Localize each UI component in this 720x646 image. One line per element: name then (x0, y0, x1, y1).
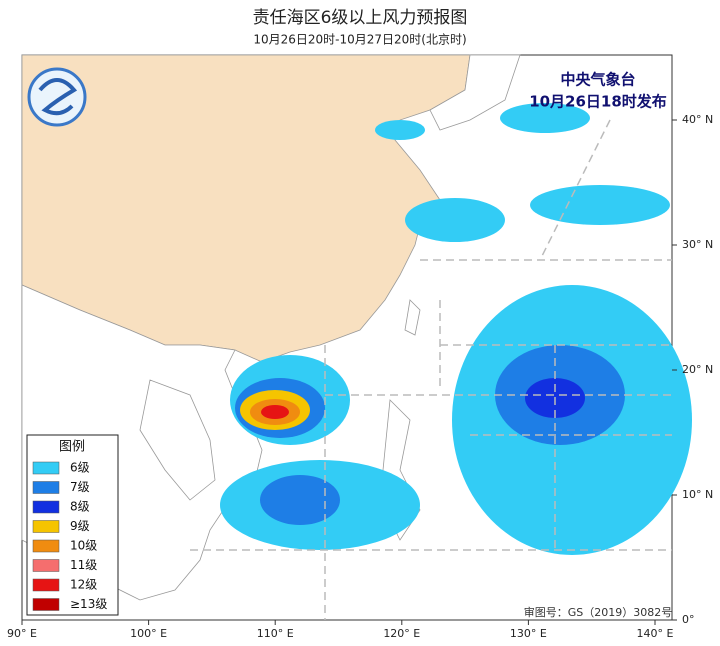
lat-label: 0° (682, 613, 695, 626)
lat-label: 40° N (682, 113, 713, 126)
legend-label: 8级 (70, 500, 90, 514)
lon-label: 140° E (637, 627, 674, 640)
legend-swatch (32, 461, 60, 475)
legend: 图例 6级 7级 8级 9级 10级 11级 12级 ≥13级 (26, 434, 119, 616)
issue-time: 10月26日18时发布 (529, 93, 667, 111)
legend-label: 10级 (70, 539, 97, 553)
legend-swatch (32, 578, 60, 592)
legend-swatch (32, 520, 60, 533)
wind-areas (220, 103, 692, 555)
legend-label: ≥13级 (70, 597, 107, 611)
legend-label: 7级 (70, 480, 90, 494)
lon-label: 100° E (130, 627, 167, 640)
legend-swatch (32, 500, 60, 514)
legend-swatch (32, 559, 60, 572)
legend-label: 6级 (70, 461, 90, 475)
lat-label: 10° N (682, 488, 713, 501)
lat-label: 20° N (682, 363, 713, 376)
subtitle: 10月26日20时-10月27日20时(北京时) (253, 33, 466, 47)
lon-label: 120° E (383, 627, 420, 640)
review-number: 审图号：GS（2019）3082号 (524, 605, 673, 619)
legend-swatch (32, 598, 60, 611)
agency-name: 中央气象台 (560, 71, 635, 89)
lon-label: 130° E (510, 627, 547, 640)
legend-label: 12级 (70, 578, 97, 592)
lat-label: 30° N (682, 238, 713, 251)
legend-title: 图例 (59, 440, 85, 455)
legend-label: 11级 (70, 558, 97, 572)
legend-swatch (32, 539, 60, 553)
legend-swatch (32, 481, 60, 494)
title: 责任海区6级以上风力预报图 (253, 8, 468, 28)
logo (27, 67, 87, 127)
legend-label: 9级 (70, 519, 90, 533)
sea-area-boundaries (190, 119, 672, 620)
lon-label: 110° E (257, 627, 294, 640)
land (21, 54, 521, 601)
lon-label: 90° E (7, 627, 37, 640)
